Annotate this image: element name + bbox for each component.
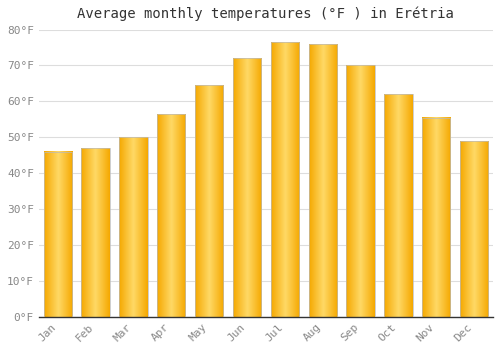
Bar [308, 44, 337, 317]
Bar [195, 85, 224, 317]
Title: Average monthly temperatures (°F ) in Erétria: Average monthly temperatures (°F ) in Er… [78, 7, 454, 21]
Bar [384, 94, 412, 317]
Bar [233, 58, 261, 317]
Bar [422, 118, 450, 317]
Bar [460, 141, 488, 317]
Bar [157, 114, 186, 317]
Bar [270, 42, 299, 317]
Bar [346, 65, 375, 317]
Bar [119, 137, 148, 317]
Bar [82, 148, 110, 317]
Bar [44, 152, 72, 317]
